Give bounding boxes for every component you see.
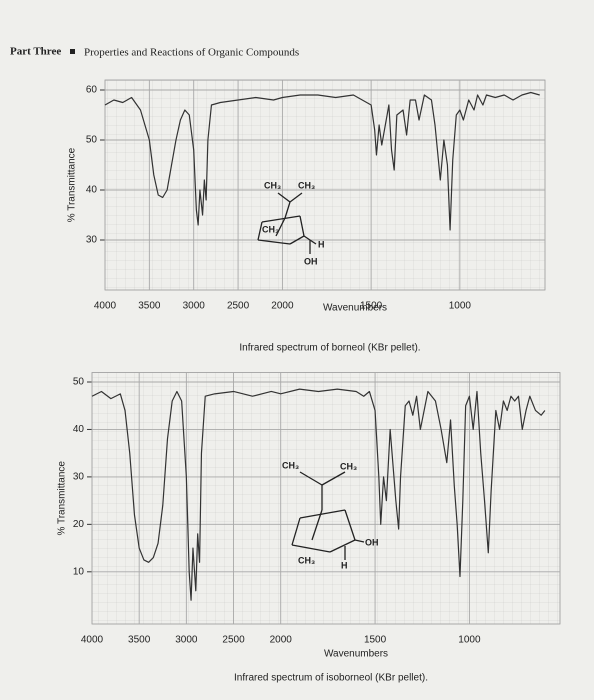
caption: Infrared spectrum of isoborneol (KBr pel… [234,673,428,684]
annotation: CH₃ [264,180,281,190]
y-tick-label: 40 [73,424,85,435]
x-tick-label: 3500 [128,635,151,646]
annotation: CH₃ [340,461,357,471]
annotation: CH₃ [282,460,299,470]
y-tick-label: 10 [73,566,85,577]
x-tick-label: 2500 [227,301,250,312]
annotation: CH₃ [262,224,279,234]
x-tick-label: 3000 [175,635,198,646]
x-tick-label: 1000 [458,635,481,646]
x-tick-label: 4000 [94,301,117,312]
x-tick-label: 3000 [183,301,206,312]
x-tick-label: 4000 [81,635,104,646]
x-tick-label: 2000 [271,301,294,312]
annotation: CH₃ [298,555,315,565]
x-axis-label: Wavenumbers [323,303,387,314]
x-tick-label: 2000 [270,635,293,646]
plot-area [91,372,561,625]
y-tick-label: 30 [86,235,98,246]
y-tick-label: 50 [73,377,85,388]
spectrum-line [91,388,546,601]
y-tick-label: 40 [86,185,98,196]
isoborneol-structure: CH₃ CH₃ OH CH₃ H [282,460,379,570]
x-tick-label: 1500 [360,301,383,312]
y-tick-label: 30 [73,472,85,483]
part-label: Part Three [10,46,61,58]
bullet [70,49,75,54]
annotation: OH [365,537,379,547]
ir-chart: 30 40 50 60 4000 3500 3000 2500 2000 1500 1000 Wave… [67,79,546,354]
y-axis-label: % Transmittance [57,461,68,536]
caption: Infrared spectrum of borneol (KBr pellet… [239,343,420,354]
plot-area [104,79,546,291]
x-tick-label: 3500 [138,301,161,312]
spectrum-line [104,91,540,231]
x-axis-label: Wavenumbers [324,649,388,660]
y-tick-label: 50 [86,135,98,146]
x-tick-label: 1000 [449,301,472,312]
annotation: H [318,239,325,249]
borneol-structure: CH₃ CH₃ CH₃ H OH [257,180,325,266]
x-tick-label: 1500 [364,635,387,646]
x-tick-label: 2500 [222,635,245,646]
annotation: OH [304,256,318,266]
annotation: CH₃ [298,180,315,190]
ir-chart: 10 20 30 40 50 4000 3500 3000 2500 2000 1500 1000 Wa… [57,372,561,684]
y-tick-label: 60 [86,85,98,96]
header-title: Properties and Reactions of Organic Comp… [84,47,299,59]
y-tick-label: 20 [73,519,85,530]
y-axis-label: % Transmittance [67,147,78,222]
annotation: H [341,560,348,570]
